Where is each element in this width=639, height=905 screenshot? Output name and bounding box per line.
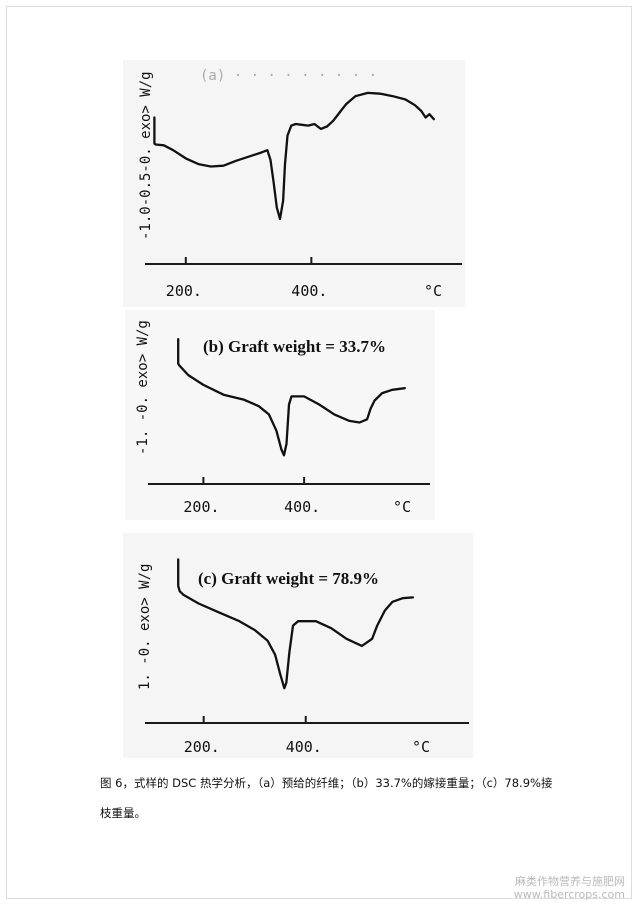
panel-c-curve — [177, 558, 415, 690]
chart-panel-a: (a) · · · · · · · · · -1.0-0.5-0. exo> W… — [123, 60, 465, 307]
chart-panel-c: 1. -0. exo> W/g (c) Graft weight = 78.9%… — [123, 533, 473, 758]
figure-caption-line-2: 枝重量。 — [100, 806, 146, 820]
site-watermark: 麻类作物营养与施肥网 www.fibercrops.com — [514, 875, 625, 901]
watermark-line-1: 麻类作物营养与施肥网 — [515, 875, 625, 888]
panel-c-background — [123, 533, 473, 758]
panel-b-curve — [177, 337, 406, 457]
chart-panel-b: -1. -0. exo> W/g (b) Graft weight = 33.7… — [125, 310, 435, 520]
page-border — [6, 6, 632, 899]
panel-a-x-unit-label: °C — [424, 282, 442, 300]
panel-b-tick-label-400: 400. — [284, 498, 320, 516]
panel-a-tick-label-200: 200. — [166, 282, 202, 300]
panel-c-title: (c) Graft weight = 78.9% — [198, 569, 379, 588]
panel-c-tick-label-200: 200. — [184, 738, 220, 756]
figure-caption: 图 6，式样的 DSC 热学分析，（a）预给的纤维；（b）33.7%的嫁接重量；… — [100, 768, 580, 828]
watermark-line-2: www.fibercrops.com — [513, 888, 625, 901]
figure-caption-line-1: 图 6，式样的 DSC 热学分析，（a）预给的纤维；（b）33.7%的嫁接重量；… — [100, 776, 553, 790]
panel-b-y-axis-label: -1. -0. exo> W/g — [135, 320, 151, 455]
panel-b-tick-label-200: 200. — [183, 498, 219, 516]
panel-a-tick-label-400: 400. — [291, 282, 327, 300]
panel-a-cropped-title: (a) · · · · · · · · · — [200, 68, 377, 84]
panel-b-title: (b) Graft weight = 33.7% — [203, 337, 386, 356]
panel-a-background — [123, 60, 465, 307]
panel-c-tick-label-400: 400. — [286, 738, 322, 756]
panel-b-x-unit-label: °C — [393, 498, 411, 516]
panel-a-y-axis-label: -1.0-0.5-0. exo> W/g — [138, 71, 154, 240]
panel-c-y-axis-label: 1. -0. exo> W/g — [137, 564, 153, 690]
panel-a-curve — [153, 91, 435, 221]
panel-c-x-unit-label: °C — [412, 738, 430, 756]
